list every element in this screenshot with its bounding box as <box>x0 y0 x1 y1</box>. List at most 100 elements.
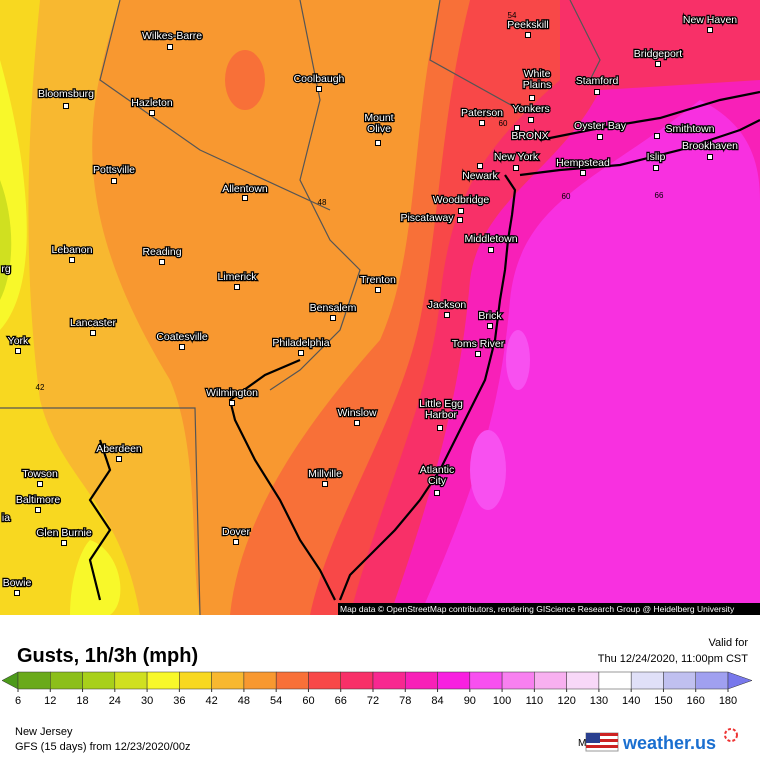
city-label: Glen Burnie <box>36 527 92 539</box>
legend-swatch <box>82 671 116 690</box>
city-label: Limerick <box>217 271 257 283</box>
city-label: Aberdeen <box>96 443 142 455</box>
city-marker <box>330 315 336 321</box>
field <box>0 0 140 615</box>
legend-swatch <box>405 671 438 690</box>
city-marker <box>234 284 240 290</box>
legend-swatch <box>695 671 729 690</box>
city-label: Lancaster <box>70 317 117 329</box>
city-label: New York <box>494 151 539 163</box>
model-run: GFS (15 days) from 12/23/2020/00z <box>15 741 190 753</box>
valid-time: Thu 12/24/2020, 11:00pm CST <box>598 653 749 665</box>
city-label: Wilmington <box>206 387 258 399</box>
legend-tick-label: 12 <box>44 695 56 707</box>
city-marker <box>37 481 43 487</box>
city-label: Bridgeport <box>634 48 683 60</box>
city-marker <box>529 95 535 101</box>
city-marker <box>434 490 440 496</box>
city-marker <box>488 247 494 253</box>
legend-swatch <box>211 671 245 690</box>
city-label: Baltimore <box>16 494 61 506</box>
contour-label: 66 <box>655 191 664 200</box>
legend-tick-label: 180 <box>719 695 737 707</box>
city-marker <box>707 154 713 160</box>
city-label: Dover <box>222 526 251 538</box>
legend-swatch <box>114 671 148 690</box>
legend-swatch <box>17 671 51 690</box>
legend-swatch <box>469 671 503 690</box>
legend-arrow <box>727 671 753 690</box>
city-marker <box>375 140 381 146</box>
city-label: Peekskill <box>507 19 548 31</box>
legend-tick-label: 110 <box>526 695 544 707</box>
title: Gusts, 1h/3h (mph) <box>17 645 198 667</box>
city-marker <box>528 117 534 123</box>
region: New Jersey <box>15 726 73 738</box>
legend-tick-label: 54 <box>270 695 282 707</box>
city-label: Atlantic City <box>420 464 454 487</box>
city-label: Bloomsburg <box>38 88 94 100</box>
city-marker <box>116 456 122 462</box>
city-marker <box>707 27 713 33</box>
legend-tick-label: 6 <box>15 695 21 707</box>
city-marker <box>597 134 603 140</box>
field <box>225 50 265 110</box>
city-marker <box>229 400 235 406</box>
legend-tick-label: 30 <box>141 695 153 707</box>
attribution: Map data © OpenStreetMap contributors, r… <box>340 604 735 614</box>
city-marker <box>233 539 239 545</box>
city-label: Oyster Bay <box>574 120 627 132</box>
city-label: Lebanon <box>52 244 93 256</box>
city-label: Brick <box>478 310 502 322</box>
legend-swatch <box>243 671 277 690</box>
legend-tick-label: 42 <box>206 695 218 707</box>
city-marker <box>242 195 248 201</box>
legend-tick-label: 120 <box>557 695 575 707</box>
city-label: Allentown <box>222 183 268 195</box>
city-label: Hempstead <box>556 157 610 169</box>
city-label: Piscataway <box>400 212 454 224</box>
legend-tick-label: 36 <box>173 695 185 707</box>
city-marker <box>514 125 520 131</box>
map: Wilkes-Barre Bloomsburg Hazleton Coolbaugh M… <box>0 0 760 616</box>
city-label: Toms River <box>452 338 505 350</box>
field <box>470 430 506 510</box>
flag <box>585 732 619 752</box>
city-label: Woodbridge <box>433 194 490 206</box>
city-label: ia <box>2 512 10 524</box>
city-marker <box>167 44 173 50</box>
city-marker <box>525 32 531 38</box>
city-marker <box>63 103 69 109</box>
attribution-bg <box>338 603 760 615</box>
legend-swatch <box>340 671 374 690</box>
legend-tick-label: 150 <box>654 695 672 707</box>
coastline <box>88 90 760 601</box>
legend-swatch <box>372 671 406 690</box>
contour-label: 48 <box>318 198 327 207</box>
city-label: New Haven <box>683 14 737 26</box>
legend-swatch <box>146 671 180 690</box>
legend-tick-label: 90 <box>464 695 476 707</box>
legend-tick-label: 100 <box>493 695 511 707</box>
city-label: Towson <box>22 468 58 480</box>
legend-swatch <box>630 671 664 690</box>
city-marker <box>477 163 483 169</box>
city-label: Newark <box>462 170 498 182</box>
city-marker <box>179 344 185 350</box>
city-marker <box>457 217 463 223</box>
city-marker <box>298 350 304 356</box>
city-marker <box>375 287 381 293</box>
city-label: White Plains <box>523 68 552 91</box>
city-marker <box>69 257 75 263</box>
city-label: Bensalem <box>310 302 357 314</box>
legend: 6 12 18 24 30 36 42 48 54 60 66 72 78 84 90 100 110 120 13… <box>1 671 753 707</box>
city-marker <box>159 259 165 265</box>
city-label: Coolbaugh <box>294 73 345 85</box>
legend-tick-label: 18 <box>76 695 88 707</box>
city-label: Islip <box>647 151 666 163</box>
legend-swatch <box>437 671 471 690</box>
city-label: Smithtown <box>665 123 714 135</box>
cities: Wilkes-Barre Bloomsburg Hazleton Coolbaugh M… <box>0 11 739 596</box>
brand: weather.us <box>622 733 716 753</box>
city-marker <box>654 133 660 139</box>
